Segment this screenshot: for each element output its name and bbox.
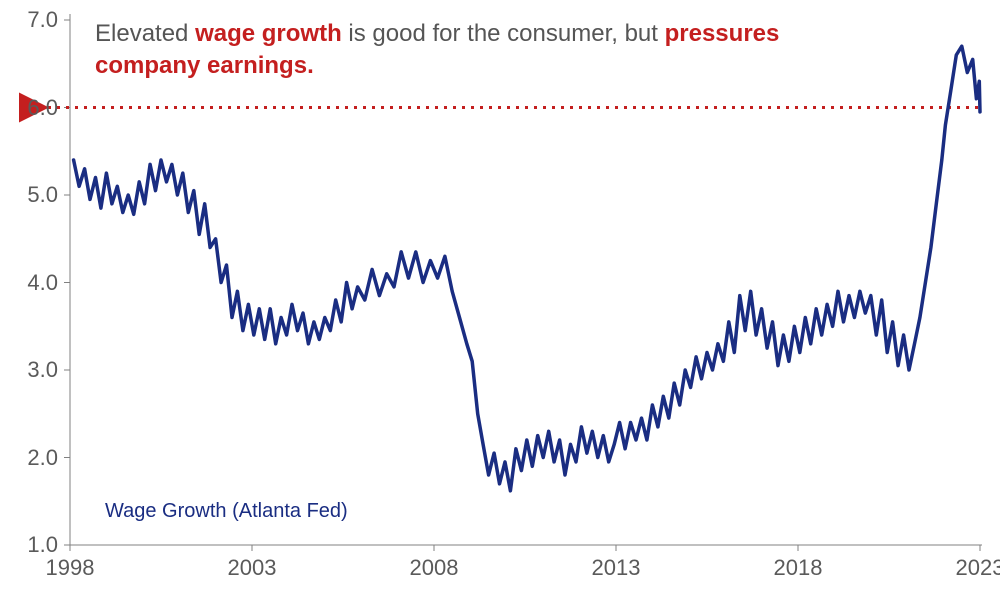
chart-caption: Elevated wage growth is good for the con… [95, 18, 855, 83]
y-tick-label: 3.0 [0, 357, 58, 383]
y-tick-label: 5.0 [0, 182, 58, 208]
x-tick-label: 2008 [410, 555, 459, 581]
y-tick-label: 7.0 [0, 7, 58, 33]
caption-text: Elevated [95, 20, 195, 47]
caption-text: is good for the consumer, but [342, 20, 665, 47]
x-tick-label: 2003 [228, 555, 277, 581]
wage-growth-chart: Elevated wage growth is good for the con… [0, 0, 1000, 595]
y-tick-label: 6.0 [0, 95, 58, 121]
x-tick-label: 2018 [774, 555, 823, 581]
caption-emph: wage growth [195, 20, 342, 47]
x-tick-label: 2023 [956, 555, 1000, 581]
y-tick-label: 4.0 [0, 270, 58, 296]
x-tick-label: 1998 [46, 555, 95, 581]
y-tick-label: 2.0 [0, 445, 58, 471]
x-tick-label: 2013 [592, 555, 641, 581]
series-label: Wage Growth (Atlanta Fed) [105, 500, 348, 523]
wage-growth-series [74, 46, 980, 491]
